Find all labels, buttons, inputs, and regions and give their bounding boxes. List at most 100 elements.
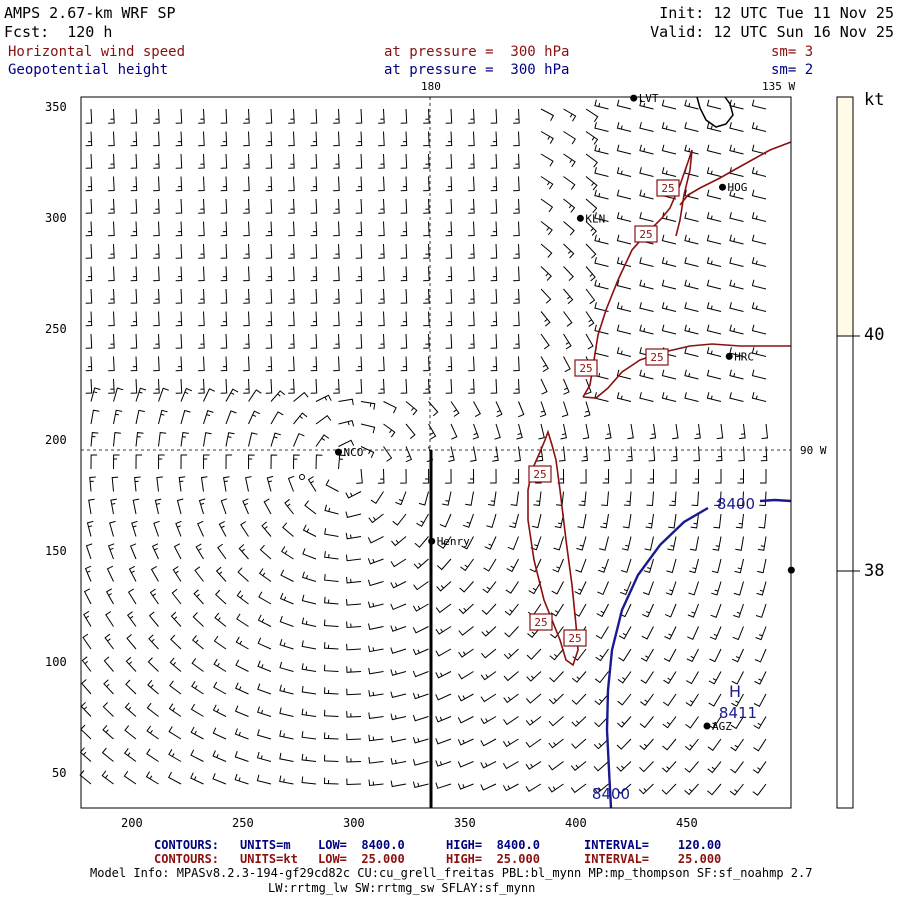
- wind-barb: [323, 664, 339, 672]
- wind-barb: [105, 588, 114, 605]
- wind-barb: [684, 324, 699, 335]
- wind-barb: [639, 716, 654, 729]
- wind-barb: [198, 378, 205, 394]
- wind-barb: [571, 716, 587, 727]
- wind-barb: [127, 588, 137, 605]
- wind-barb: [383, 401, 397, 414]
- wind-barb: [664, 626, 677, 640]
- model-title: AMPS 2.67-km WRF SP: [4, 4, 176, 22]
- station-marker: [428, 537, 436, 545]
- wind-barb: [585, 288, 596, 305]
- wind-barb: [220, 108, 228, 124]
- wind-barb: [220, 311, 228, 327]
- wind-barb: [390, 581, 407, 589]
- wind-barb: [147, 679, 159, 695]
- wind-barb: [494, 423, 501, 440]
- wind-barb: [504, 626, 519, 638]
- wind-barb: [563, 221, 575, 236]
- wind-barb: [616, 122, 632, 132]
- wind-barb: [191, 681, 204, 695]
- wind-barb: [212, 727, 227, 740]
- wind-barb: [225, 388, 239, 402]
- wind-contour-label-box: [528, 465, 552, 483]
- wind-barb: [525, 783, 542, 792]
- wind-barb: [706, 167, 722, 177]
- wind-barb: [413, 558, 429, 570]
- wind-barb: [412, 603, 429, 612]
- wind-barb: [684, 279, 699, 290]
- wind-barb: [707, 761, 722, 774]
- wind-barb: [175, 288, 183, 304]
- wind-barb: [513, 266, 520, 282]
- wind-barb: [665, 581, 677, 596]
- wind-barb: [445, 266, 453, 282]
- wind-barb: [288, 131, 295, 147]
- wind-barb: [640, 693, 654, 707]
- wind-barb: [180, 409, 191, 425]
- wind-barb: [423, 311, 430, 327]
- wind-barb: [445, 176, 453, 192]
- wind-barb: [236, 590, 249, 605]
- wind-barb: [234, 728, 249, 740]
- wind-barb: [80, 701, 92, 717]
- wind-barb: [378, 288, 385, 304]
- wind-barb: [468, 288, 475, 304]
- wind-barb: [490, 243, 498, 259]
- wind-barb: [265, 198, 273, 214]
- wind-barb: [729, 302, 744, 312]
- wind-barb: [729, 392, 744, 402]
- wind-barb: [265, 356, 273, 372]
- wind-barb: [265, 266, 273, 282]
- wind-barb: [759, 491, 767, 507]
- wind-barb: [729, 783, 744, 796]
- wind-barb: [360, 423, 376, 434]
- wind-barb: [301, 708, 317, 717]
- wind-barb: [110, 498, 117, 515]
- height-contour-8400-east: [759, 498, 792, 503]
- wind-barb: [661, 761, 677, 773]
- colorbar-unit: kt: [864, 90, 885, 110]
- wind-barb: [88, 498, 95, 515]
- wind-barb: [130, 333, 138, 349]
- wind-barb: [435, 760, 452, 767]
- wind-barb: [368, 712, 384, 719]
- wind-barb: [490, 131, 498, 147]
- wind-barb: [345, 491, 362, 499]
- wind-barb: [513, 198, 520, 214]
- wind-barb: [616, 783, 632, 795]
- wind-barb: [616, 279, 632, 290]
- wind-barb: [412, 781, 429, 789]
- wind-barb: [153, 311, 160, 327]
- wind-barb: [345, 554, 362, 562]
- wind-barb: [616, 99, 632, 110]
- wind-barb: [323, 619, 339, 627]
- wind-barb: [684, 189, 699, 200]
- wind-barb: [265, 131, 273, 147]
- wind-barb: [684, 392, 699, 402]
- wind-barb: [89, 476, 96, 492]
- wind-barb: [85, 221, 93, 237]
- wind-barb: [465, 491, 474, 506]
- wind-barb: [436, 558, 452, 571]
- station-label: Henry: [437, 535, 470, 548]
- wind-barb: [168, 726, 182, 740]
- wind-barb: [123, 748, 137, 762]
- colorbar-high-segment: [836, 96, 854, 337]
- wind-barb: [540, 288, 552, 304]
- wind-barb: [670, 469, 677, 484]
- wind-barb: [279, 730, 294, 740]
- wind-barb: [706, 189, 722, 200]
- wind-barb: [468, 153, 475, 169]
- wind-barb: [616, 369, 632, 380]
- wind-barb: [355, 311, 363, 327]
- wind-barb: [550, 603, 564, 617]
- x-tick-label: 350: [454, 816, 476, 830]
- wind-barb: [513, 221, 520, 237]
- wind-barb: [457, 783, 474, 790]
- wind-barb: [594, 302, 609, 312]
- wind-barb: [175, 243, 183, 259]
- wind-barb: [563, 176, 576, 190]
- wind-barb: [301, 753, 317, 762]
- wind-contour-label-box: [645, 348, 669, 366]
